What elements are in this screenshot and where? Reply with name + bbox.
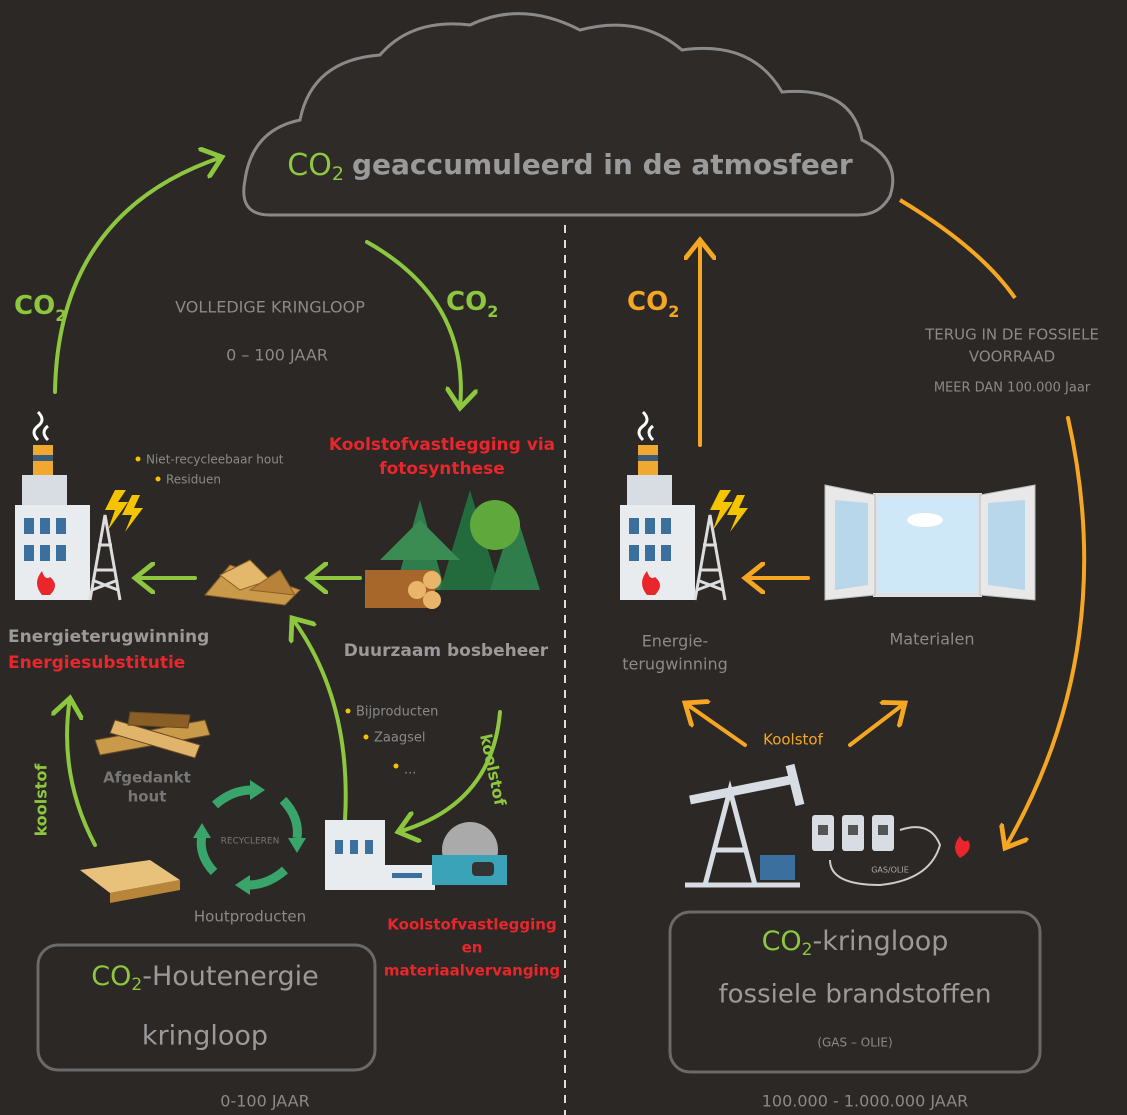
window-icon-part: [907, 513, 943, 527]
sawmill-icon-part: [350, 840, 358, 854]
return-label: TERUG IN DE FOSSIELE: [924, 326, 1099, 344]
power-plant-icon-part: [661, 518, 671, 534]
pump-jack-icon-part: [760, 855, 795, 880]
discarded-wood: Afgedankt: [103, 769, 191, 787]
cycle-period: 0 – 100 JAAR: [226, 346, 328, 365]
recycling: RECYCLEREN: [221, 837, 280, 847]
forest-icon-part: [470, 500, 520, 550]
materials: Materialen: [890, 630, 975, 649]
sawmill-icon-part: [472, 862, 494, 876]
byproduct: Bijproducten: [356, 705, 438, 720]
gas-oil-tank: GAS/OLIE: [871, 866, 909, 875]
bullet: [364, 735, 369, 740]
forest-icon-part: [423, 591, 441, 609]
forest-icon-part: [408, 581, 426, 599]
energy-recovery: terugwinning: [622, 655, 728, 674]
co2-sub: 2: [131, 975, 142, 995]
sawmill-icon-part: [432, 855, 507, 885]
power-plant-icon-part: [24, 545, 34, 561]
sawmill-icon-part: [335, 840, 343, 854]
photosynthesis: fotosynthese: [379, 459, 505, 479]
fossil-box-title: CO2-kringloop: [762, 926, 949, 961]
power-plant-icon-part: [24, 518, 34, 534]
co2: CO: [762, 926, 802, 957]
energy-recovery: Energieterugwinning: [8, 627, 209, 647]
barrels-icon-part: [878, 825, 888, 835]
bullet: [346, 709, 351, 714]
bullet: [136, 457, 141, 462]
box-title: -kringloop: [813, 926, 949, 957]
power-plant-icon-part: [661, 545, 671, 561]
wood-box-title: CO2-Houtenergie: [91, 961, 318, 996]
cloud-text: geaccumuleerd in de atmosfeer: [352, 148, 853, 181]
fossil-box-subtitle: fossiele brandstoffen: [719, 980, 992, 1010]
cloud-label: CO2 geaccumuleerd in de atmosfeer: [287, 148, 853, 185]
window-icon-part: [875, 495, 980, 595]
co2: CO: [91, 961, 131, 992]
co2: CO: [287, 148, 332, 183]
byproduct: Zaagsel: [374, 731, 425, 746]
window-icon-part: [835, 500, 868, 590]
power-plant-icon-part: [629, 545, 639, 561]
byproduct: ...: [404, 763, 416, 778]
energy-substitution: Energiesubstitutie: [8, 653, 185, 673]
co2-sub: 2: [668, 302, 679, 321]
forest-icon-part: [423, 571, 441, 589]
co2-sub: 2: [55, 306, 66, 325]
storage: en: [462, 939, 483, 957]
wood-products: Houtproducten: [194, 908, 306, 926]
energy-input: Niet-recycleebaar hout: [146, 453, 284, 467]
discarded-wood: hout: [128, 788, 167, 806]
power-plant-icon-part: [33, 455, 53, 461]
wood-period: 0-100 JAAR: [220, 1092, 309, 1111]
co2-sub: 2: [332, 163, 344, 185]
fossil-period: 100.000 - 1.000.000 JAAR: [762, 1092, 969, 1111]
box-title: -Houtenergie: [142, 961, 318, 992]
barrels-icon: [812, 815, 894, 851]
storage: Koolstofvastlegging: [387, 916, 556, 934]
cycle-label: VOLLEDIGE KRINGLOOP: [175, 298, 365, 317]
return-label: VOORRAAD: [969, 348, 1055, 366]
co2: CO: [627, 287, 668, 317]
power-plant-icon-part: [645, 545, 655, 561]
power-plant-icon-part: [56, 545, 66, 561]
window-icon: [825, 485, 1035, 600]
power-plant-icon-part: [627, 475, 672, 505]
storage: materiaalvervanging: [384, 962, 560, 980]
power-plant-icon-part: [40, 518, 50, 534]
energy-input: Residuen: [166, 473, 221, 487]
co2-sub: 2: [802, 940, 813, 960]
barrels-icon-part: [818, 825, 828, 835]
barrels-icon-part: [848, 825, 858, 835]
sawmill-icon-part: [392, 873, 422, 878]
power-plant-icon-part: [638, 455, 658, 461]
power-plant-icon-part: [56, 518, 66, 534]
power-plant-icon-part: [40, 545, 50, 561]
forest-label: Duurzaam bosbeheer: [344, 641, 549, 661]
bullet: [394, 764, 399, 769]
bullet: [156, 477, 161, 482]
power-plant-icon-part: [645, 518, 655, 534]
wood-box-subtitle: kringloop: [142, 1021, 268, 1052]
energy-recovery: Energie-: [642, 632, 709, 651]
window-icon-part: [988, 500, 1025, 590]
photosynthesis: Koolstofvastlegging via: [329, 435, 555, 455]
co2-sub: 2: [487, 302, 498, 321]
co2: CO: [446, 287, 487, 317]
diagram: CO2geaccumuleerd in de atmosfeer CO2 CO2…: [0, 0, 1127, 1115]
power-plant-icon-part: [629, 518, 639, 534]
power-plant-icon-part: [22, 475, 67, 505]
sawmill-icon-part: [365, 840, 373, 854]
return-period: MEER DAN 100.000 Jaar: [934, 381, 1091, 396]
sawmill-icon-part: [325, 820, 385, 890]
co2: CO: [14, 291, 55, 321]
carbon-label: Koolstof: [763, 731, 823, 749]
fossil-box-note: (GAS – OLIE): [817, 1036, 892, 1050]
carbon-label: koolstof: [32, 763, 51, 837]
discarded-wood-icon-part: [128, 712, 190, 728]
